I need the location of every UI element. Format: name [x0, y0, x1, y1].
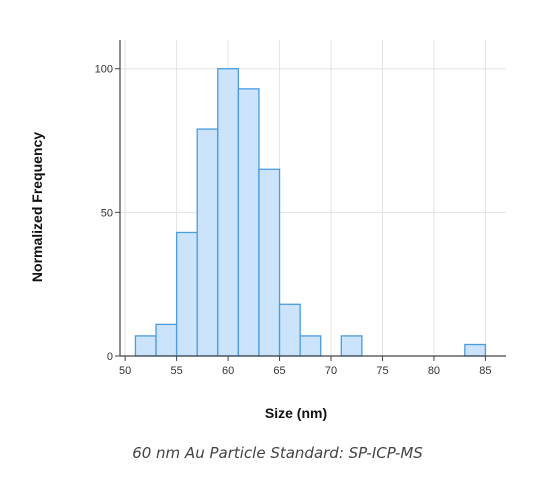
histogram-bar	[299, 335, 322, 357]
x-tick-label: 80	[428, 365, 440, 377]
x-tick-label: 65	[273, 365, 285, 377]
histogram-bar	[237, 88, 260, 357]
histogram-bar	[196, 128, 219, 357]
histogram-bar	[258, 168, 281, 357]
bars	[134, 68, 487, 357]
y-axis-label: Normalized Frequency	[29, 132, 45, 282]
x-tick-label: 85	[479, 365, 491, 377]
histogram-bar	[340, 335, 363, 357]
histogram-bar	[134, 335, 157, 357]
histogram-bar	[464, 343, 487, 357]
figure-caption: 60 nm Au Particle Standard: SP-ICP-MS	[132, 444, 423, 462]
x-tick-label: 75	[376, 365, 388, 377]
axes	[119, 40, 506, 357]
x-axis-label: Size (nm)	[265, 405, 327, 421]
histogram-bar	[155, 323, 178, 357]
x-tick-label: 60	[222, 365, 234, 377]
y-tick-label: 100	[95, 64, 113, 76]
x-tick-label: 70	[325, 365, 337, 377]
x-tick-label: 55	[170, 365, 182, 377]
histogram-bar	[175, 231, 198, 357]
y-axis-ticks: 0 50 100	[95, 64, 120, 363]
x-axis-ticks: 50 55 60 65 70 75 80 85	[119, 356, 492, 377]
y-tick-label: 0	[107, 351, 113, 363]
y-tick-label: 50	[101, 207, 113, 219]
x-tick-label: 50	[119, 365, 131, 377]
histogram-chart: 50 55 60 65 70 75 80 85 0 50 100 Size (nm) Normal…	[29, 40, 506, 421]
histogram-bar	[217, 68, 240, 357]
histogram-bar	[278, 303, 301, 357]
